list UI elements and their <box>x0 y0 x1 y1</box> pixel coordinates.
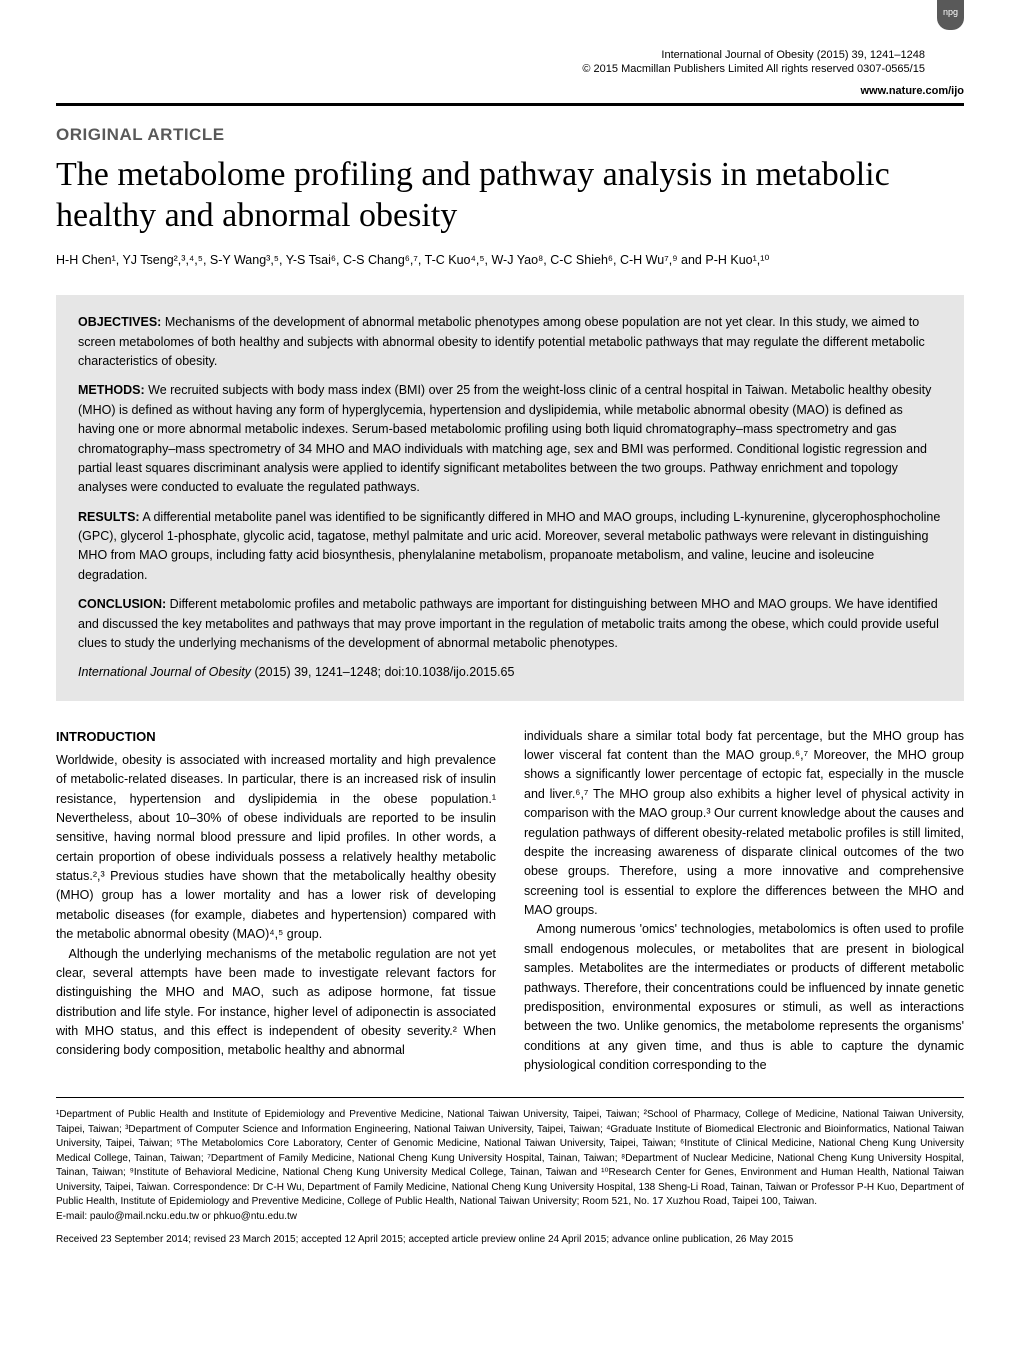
correspondence-email: E-mail: paulo@mail.ncku.edu.tw or phkuo@… <box>56 1210 964 1225</box>
abstract-conclusion: CONCLUSION: Different metabolomic profil… <box>78 595 942 653</box>
affiliations-divider <box>56 1097 964 1098</box>
intro-col-left: INTRODUCTION Worldwide, obesity is assoc… <box>56 727 496 1076</box>
header-meta: International Journal of Obesity (2015) … <box>582 48 925 77</box>
abstract-objectives: OBJECTIVES: Mechanisms of the developmen… <box>78 313 942 371</box>
citation-rest: (2015) 39, 1241–1248; doi:10.1038/ijo.20… <box>251 665 514 679</box>
journal-url: www.nature.com/ijo <box>56 83 964 100</box>
authors-list: H-H Chen¹, YJ Tseng²,³,⁴,⁵, S-Y Wang³,⁵,… <box>56 251 964 270</box>
abstract-box: OBJECTIVES: Mechanisms of the developmen… <box>56 295 964 700</box>
citation-journal: International Journal of Obesity <box>78 665 251 679</box>
article-title: The metabolome profiling and pathway ana… <box>56 154 964 237</box>
results-text: A differential metabolite panel was iden… <box>78 510 940 582</box>
intro-heading: INTRODUCTION <box>56 727 496 747</box>
page-container: International Journal of Obesity (2015) … <box>0 0 1020 1287</box>
abstract-methods: METHODS: We recruited subjects with body… <box>78 381 942 497</box>
intro-col-right: individuals share a similar total body f… <box>524 727 964 1076</box>
objectives-text: Mechanisms of the development of abnorma… <box>78 315 925 368</box>
header-row: International Journal of Obesity (2015) … <box>56 48 964 77</box>
article-type: ORIGINAL ARTICLE <box>56 122 964 148</box>
abstract-citation: International Journal of Obesity (2015) … <box>78 663 942 682</box>
journal-line: International Journal of Obesity (2015) … <box>582 48 925 62</box>
abstract-results: RESULTS: A differential metabolite panel… <box>78 508 942 586</box>
npg-badge: npg <box>937 0 964 30</box>
header-divider <box>56 103 964 106</box>
results-label: RESULTS: <box>78 510 140 524</box>
introduction-columns: INTRODUCTION Worldwide, obesity is assoc… <box>56 727 964 1076</box>
intro-para-3: individuals share a similar total body f… <box>524 727 964 921</box>
intro-para-1: Worldwide, obesity is associated with in… <box>56 751 496 945</box>
intro-para-4: Among numerous 'omics' technologies, met… <box>524 920 964 1075</box>
received-dates: Received 23 September 2014; revised 23 M… <box>56 1232 964 1247</box>
copyright-line: © 2015 Macmillan Publishers Limited All … <box>582 62 925 76</box>
conclusion-text: Different metabolomic profiles and metab… <box>78 597 939 650</box>
affiliations: ¹Department of Public Health and Institu… <box>56 1108 964 1210</box>
methods-label: METHODS: <box>78 383 145 397</box>
intro-para-2: Although the underlying mechanisms of th… <box>56 945 496 1061</box>
conclusion-label: CONCLUSION: <box>78 597 166 611</box>
methods-text: We recruited subjects with body mass ind… <box>78 383 931 494</box>
objectives-label: OBJECTIVES: <box>78 315 161 329</box>
